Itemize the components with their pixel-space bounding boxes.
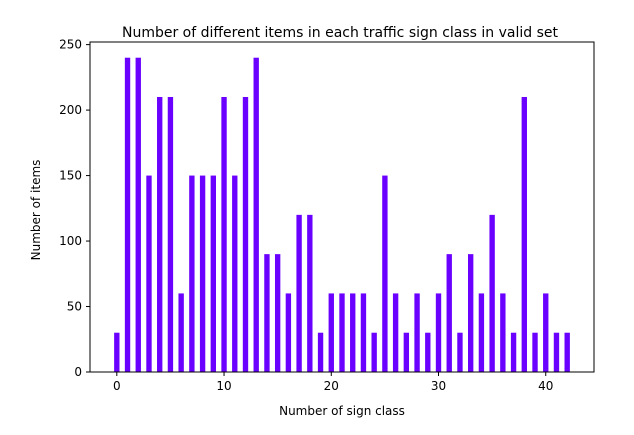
bar-class-17 <box>296 214 302 372</box>
x-tick-label: 10 <box>216 379 231 393</box>
bar-class-6 <box>178 293 184 372</box>
chart-title: Number of different items in each traffi… <box>122 25 559 41</box>
bar-class-40 <box>543 293 549 372</box>
y-tick-label: 200 <box>59 103 82 117</box>
bar-class-38 <box>521 97 527 372</box>
plot-frame <box>89 41 595 373</box>
bar-class-31 <box>446 254 452 372</box>
y-axis-title: Number of items <box>29 160 43 261</box>
bar-class-7 <box>189 175 195 372</box>
bar-class-35 <box>489 214 495 372</box>
bar-class-12 <box>242 97 249 372</box>
bar-class-14 <box>264 254 270 372</box>
bars-group <box>114 57 570 372</box>
y-tick-label: 100 <box>59 234 82 248</box>
bar-class-34 <box>478 293 485 372</box>
bar-class-24 <box>371 332 377 372</box>
bar-class-5 <box>167 97 174 372</box>
bar-class-36 <box>500 293 506 372</box>
bar-class-15 <box>274 254 281 372</box>
bar-class-39 <box>532 332 538 372</box>
bar-class-26 <box>392 293 399 372</box>
bar-class-19 <box>317 332 324 372</box>
x-tick-label: 40 <box>538 379 553 393</box>
bar-class-0 <box>114 332 120 372</box>
x-axis-title: Number of sign class <box>279 404 405 418</box>
bar-class-18 <box>307 214 313 372</box>
bar-class-10 <box>221 97 227 372</box>
x-tick-label: 30 <box>431 379 446 393</box>
bar-class-23 <box>360 293 367 372</box>
x-tick-label: 0 <box>113 379 121 393</box>
bar-class-21 <box>339 293 345 372</box>
y-tick-label: 150 <box>59 169 82 183</box>
bar-class-32 <box>457 332 463 372</box>
bar-class-8 <box>199 175 206 372</box>
bar-class-11 <box>232 175 238 372</box>
bar-class-33 <box>468 254 474 372</box>
bar-class-1 <box>124 57 131 372</box>
bar-class-20 <box>328 293 334 372</box>
bar-class-4 <box>157 97 163 372</box>
bar-class-29 <box>425 332 431 372</box>
bar-class-42 <box>564 332 570 372</box>
y-tick-label: 50 <box>67 300 82 314</box>
bar-class-30 <box>435 293 442 372</box>
bar-class-2 <box>135 57 141 372</box>
y-tick-label: 250 <box>59 38 82 52</box>
x-tick-label: 20 <box>324 379 339 393</box>
bar-class-22 <box>350 293 356 372</box>
bar-class-28 <box>414 293 420 372</box>
bar-class-41 <box>553 332 560 372</box>
bar-class-9 <box>210 175 216 372</box>
y-axis: 0 50 100 150 200 250 <box>59 38 90 379</box>
bar-class-25 <box>382 175 388 372</box>
bar-class-37 <box>510 332 517 372</box>
bar-class-16 <box>285 293 292 372</box>
y-tick-label: 0 <box>74 365 82 379</box>
x-axis: 0 10 20 30 40 <box>113 372 553 393</box>
bar-class-13 <box>253 57 259 372</box>
bar-class-27 <box>403 332 410 372</box>
bar-class-3 <box>146 175 152 372</box>
